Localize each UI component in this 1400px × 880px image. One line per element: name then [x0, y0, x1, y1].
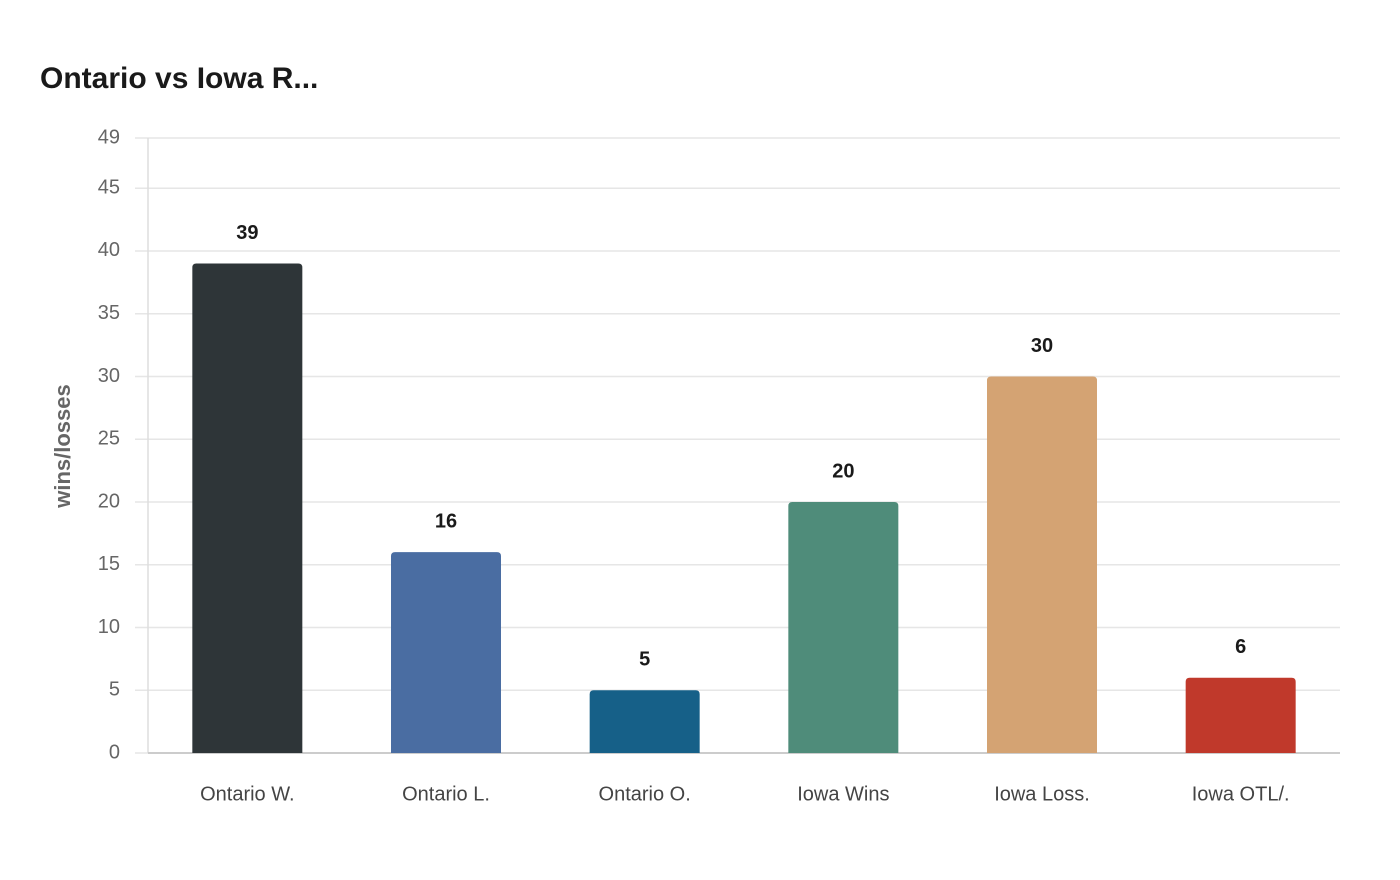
- x-tick-label: Ontario L.: [402, 783, 490, 805]
- value-label: 20: [832, 460, 854, 482]
- chart-title: Ontario vs Iowa R...: [40, 62, 318, 95]
- bar: [788, 501, 899, 753]
- x-tick-label: Iowa Loss.: [994, 783, 1090, 805]
- y-tick-label: 10: [98, 616, 120, 638]
- value-label: 30: [1031, 335, 1053, 357]
- bar: [987, 376, 1097, 753]
- y-axis-label: wins/losses: [50, 384, 75, 509]
- y-tick-label: 15: [98, 553, 120, 575]
- y-tick-label: 40: [98, 239, 120, 261]
- bar: [192, 263, 303, 753]
- value-label: 16: [435, 510, 457, 532]
- x-tick-label: Ontario O.: [599, 783, 691, 805]
- y-tick-label: 20: [98, 490, 120, 512]
- y-tick-label: 49: [98, 126, 120, 148]
- x-tick-label: Ontario W.: [200, 783, 294, 805]
- x-tick-label: Iowa OTL/.: [1192, 783, 1290, 805]
- y-tick-label: 30: [98, 365, 120, 387]
- bar: [589, 690, 700, 753]
- y-tick-label: 35: [98, 302, 120, 324]
- value-label: 5: [639, 649, 650, 671]
- value-label: 6: [1235, 636, 1246, 658]
- bar: [391, 552, 501, 753]
- bar: [1185, 677, 1296, 753]
- y-tick-label: 0: [109, 741, 120, 763]
- value-label: 39: [236, 222, 258, 244]
- y-tick-label: 25: [98, 428, 120, 450]
- y-tick-label: 45: [98, 176, 120, 198]
- y-tick-label: 5: [109, 679, 120, 701]
- x-tick-label: Iowa Wins: [797, 783, 889, 805]
